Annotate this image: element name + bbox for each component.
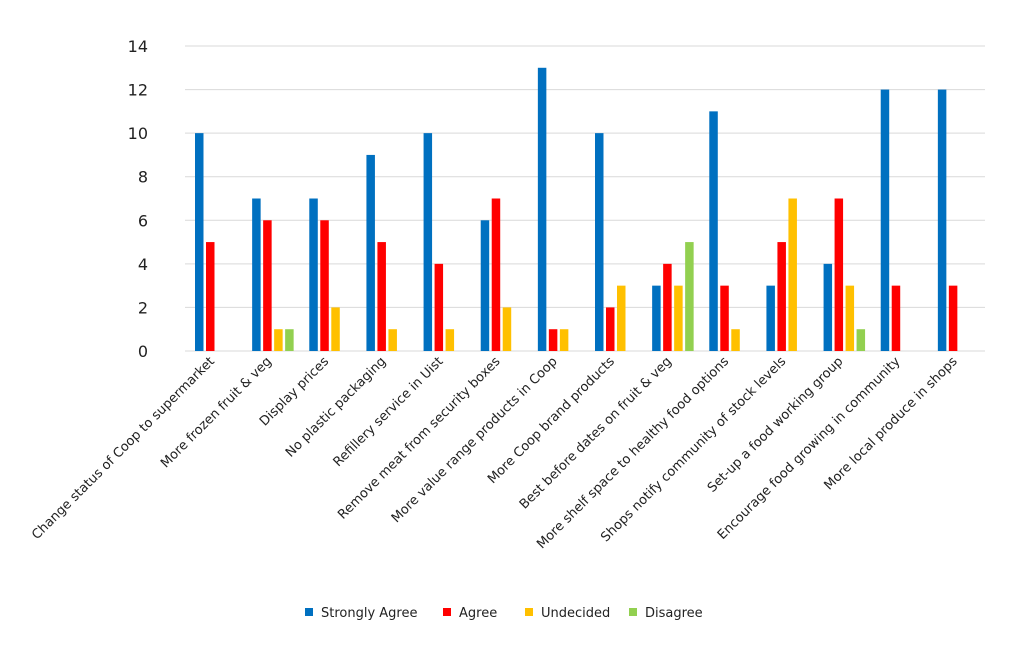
x-axis: Change status of Coop to supermarketMore… (29, 354, 961, 552)
bar (309, 198, 318, 351)
bar (548, 329, 558, 351)
legend-label: Strongly Agree (321, 606, 418, 621)
y-tick-label: 6 (138, 211, 148, 230)
bar (206, 242, 215, 351)
bar (445, 329, 455, 351)
bar (423, 133, 433, 351)
legend-swatch (525, 608, 533, 616)
bar (709, 111, 718, 351)
bar (388, 329, 397, 351)
y-tick-label: 4 (138, 255, 148, 274)
bar (674, 285, 683, 351)
bar (606, 307, 615, 351)
y-axis: 0 2 4 6 8 10 12 14 (128, 37, 148, 361)
bar (537, 67, 547, 352)
bar (652, 285, 661, 351)
gridlines (185, 45, 985, 352)
bar (777, 242, 786, 351)
bar (377, 242, 386, 351)
bars (195, 67, 958, 352)
bar (434, 263, 444, 351)
bar (845, 285, 855, 351)
bar (331, 307, 340, 351)
bar (731, 329, 740, 351)
x-tick-label: Refillery service in Uist (331, 354, 447, 470)
bar (274, 329, 283, 351)
bar (663, 263, 672, 351)
bar (320, 220, 329, 351)
y-tick-label: 0 (138, 342, 148, 361)
legend-swatch (629, 608, 637, 616)
bar (880, 89, 890, 352)
x-tick-label: More frozen fruit & veg (158, 354, 275, 471)
bar (856, 329, 866, 351)
legend: Strongly Agree Agree Undecided Disagree (305, 606, 703, 621)
y-tick-label: 2 (138, 298, 148, 317)
bar (285, 329, 294, 351)
bar (195, 133, 204, 351)
x-tick-label: No plastic packaging (283, 354, 389, 460)
bar (263, 220, 272, 351)
bar (823, 263, 833, 351)
bar (720, 285, 729, 351)
bar (948, 285, 958, 351)
legend-label: Undecided (541, 606, 610, 621)
bar (766, 285, 775, 351)
bar (891, 285, 901, 351)
legend-swatch (305, 608, 313, 616)
bar (937, 89, 947, 352)
legend-item: Undecided (525, 606, 610, 621)
legend-item: Agree (443, 606, 497, 621)
bar (502, 307, 512, 351)
bar (617, 285, 626, 351)
legend-label: Agree (459, 606, 497, 621)
bar (480, 220, 490, 351)
bar (559, 329, 569, 351)
bar (491, 198, 501, 351)
bar (685, 242, 694, 351)
bar (595, 133, 604, 351)
bar (834, 198, 844, 351)
legend-item: Disagree (629, 606, 703, 621)
legend-item: Strongly Agree (305, 606, 418, 621)
bar (252, 198, 261, 351)
y-tick-label: 8 (138, 168, 148, 187)
legend-swatch (443, 608, 451, 616)
bar (366, 154, 375, 351)
y-tick-label: 10 (128, 124, 148, 143)
y-tick-label: 12 (128, 81, 148, 100)
bar (788, 198, 797, 351)
legend-label: Disagree (645, 606, 703, 621)
y-tick-label: 14 (128, 37, 148, 56)
x-tick-label: More shelf space to healthy food options (534, 354, 732, 552)
